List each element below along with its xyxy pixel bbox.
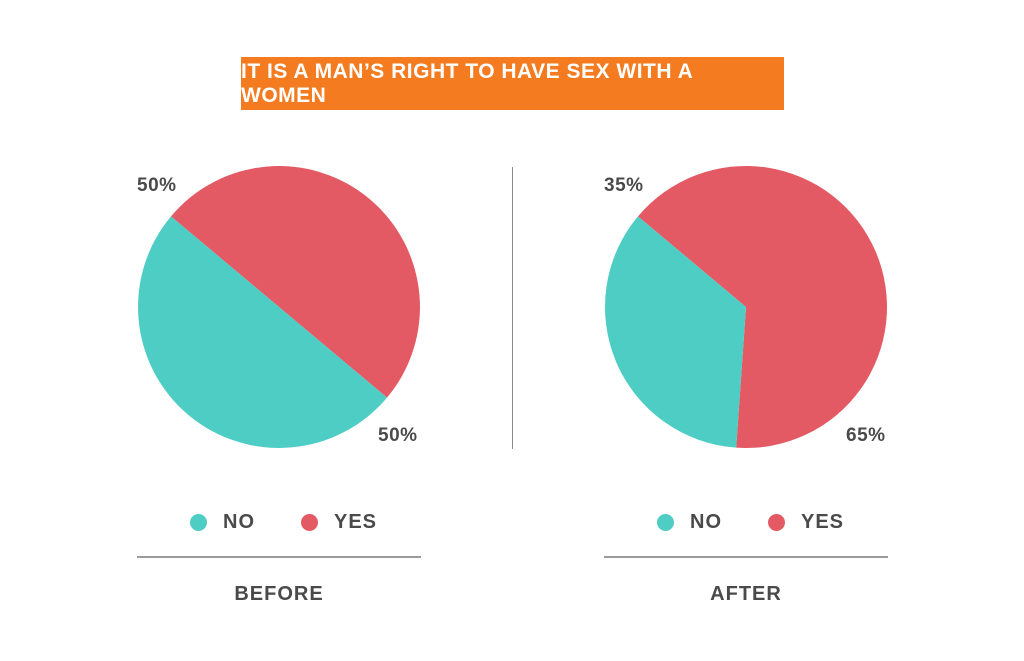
before-legend-yes: YES	[301, 511, 377, 534]
before-no-percent-label: 50%	[137, 175, 177, 196]
before-legend-no: NO	[190, 511, 255, 534]
no-dot-icon	[657, 513, 674, 531]
before-caption: BEFORE	[234, 583, 324, 605]
before-legend-no-label: NO	[223, 510, 255, 533]
yes-dot-icon	[768, 513, 785, 531]
after-pie-slice-yes	[637, 165, 887, 448]
before-legend-yes-label: YES	[334, 510, 378, 533]
before-legend: NO YES	[190, 508, 377, 536]
before-pie-slice-no	[138, 216, 388, 448]
after-yes-percent-label: 65%	[846, 425, 886, 446]
after-pie-slice-no	[604, 216, 746, 448]
after-legend-no-label: NO	[690, 510, 722, 533]
after-legend-yes-label: YES	[801, 510, 845, 533]
after-rule	[604, 556, 888, 558]
after-legend: NO YES	[657, 508, 844, 536]
yes-dot-icon	[301, 513, 318, 531]
chart-title: IT IS A MAN’S RIGHT TO HAVE SEX WITH A W…	[241, 57, 784, 110]
after-caption: AFTER	[710, 583, 782, 605]
panel-divider	[512, 167, 513, 449]
before-yes-percent-label: 50%	[378, 425, 418, 446]
no-dot-icon	[190, 513, 207, 531]
before-pie-slice-yes	[170, 166, 420, 398]
after-legend-no: NO	[657, 511, 722, 534]
before-rule	[137, 556, 421, 558]
after-no-percent-label: 35%	[604, 175, 644, 196]
after-legend-yes: YES	[768, 511, 844, 534]
